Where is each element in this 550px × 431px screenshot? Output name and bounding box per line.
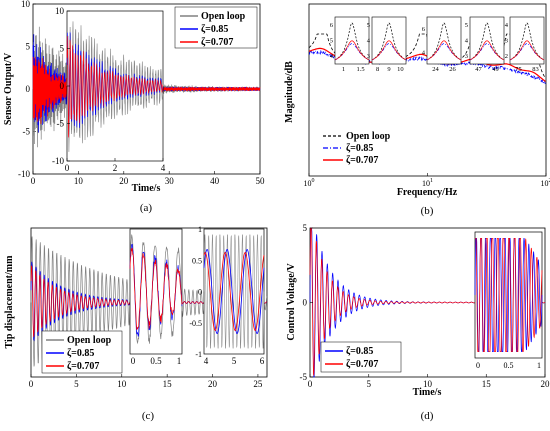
panel-b-inset-xtick-label: 9 — [387, 66, 390, 73]
panel-a-inset-ytick-label: -5 — [57, 119, 65, 129]
panel-c-inset-2-ytick-label: -0.5 — [189, 319, 202, 328]
panel-a-legend: Open loop ζ=0.85 ζ=0.707 — [175, 7, 257, 48]
legend-label-zeta-085: ζ=0.85 — [346, 346, 373, 357]
panel-d-ytick-label: -5 — [300, 372, 308, 382]
panel-c-xtick-label: 25 — [253, 379, 263, 389]
panel-c-xtick-label: 10 — [117, 379, 127, 389]
panel-b-label: (b) — [421, 205, 434, 217]
legend-label-open-loop: Open loop — [67, 335, 112, 346]
panel-c-inset-1-xtick-label: 0.5 — [150, 356, 162, 366]
panel-d-ytick-label: 5 — [303, 223, 308, 233]
panel-c-inset-1-xtick-label: 1 — [177, 356, 182, 366]
panel-a-xtick-label: 0 — [31, 176, 36, 186]
panel-c-inset-1-xtick-label: 0 — [131, 356, 136, 366]
panel-c-inset-2-xtick-label: 5 — [232, 356, 237, 366]
panel-d-ytick-label: 0 — [303, 298, 308, 308]
panel-a-inset-ytick-label: 0 — [60, 81, 65, 91]
panel-a-xtick-label: 30 — [165, 176, 175, 186]
panel-c-legend: Open loop ζ=0.85 ζ=0.707 — [42, 331, 122, 373]
panel-a-inset-ytick-label: -10 — [52, 156, 64, 166]
panel-a-ytick-label: -10 — [18, 169, 30, 179]
panel-c-xtick-label: 15 — [163, 379, 173, 389]
legend-label-zeta-0707: ζ=0.707 — [67, 361, 99, 372]
panel-c-ylabel: Tip displacement/mm — [4, 255, 15, 349]
panel-a-inset-xtick-label: 2 — [113, 163, 118, 173]
panel-d-xtick-label: 0 — [308, 379, 313, 389]
panel-b-inset-xtick-label: 75 — [515, 66, 522, 73]
panel-a-ytick-label: 10 — [21, 0, 31, 9]
panel-c-xtick-label: 0 — [29, 379, 34, 389]
panel-a-ytick-label: -5 — [23, 127, 31, 137]
panel-d-xtick-label: 5 — [367, 379, 372, 389]
panel-d-legend: ζ=0.85 ζ=0.707 — [321, 342, 401, 372]
panel-a-inset-ytick-label: 10 — [55, 6, 65, 16]
legend-label-zeta-0707: ζ=0.707 — [201, 37, 233, 48]
legend-label-open-loop: Open loop — [201, 11, 246, 22]
panel-d-label: (d) — [421, 410, 434, 422]
panel-a-xtick-label: 20 — [119, 176, 129, 186]
panel-b-inset-xtick-label: 1 — [342, 66, 345, 73]
panel-b-inset-ytick-label: 5 — [330, 38, 333, 45]
panel-d-xtick-label: 15 — [482, 379, 492, 389]
panel-a-ytick-label: 5 — [26, 42, 31, 52]
panel-b-inset-xtick-label: 24 — [432, 66, 439, 73]
panel-b-inset-xtick-label: 47 — [475, 66, 482, 73]
legend-label-open-loop: Open loop — [346, 131, 391, 142]
panel-c-label: (c) — [142, 410, 155, 422]
panel-b-inset-xtick-label: 49 — [492, 66, 499, 73]
panel-a-inset-xtick-label: 0 — [65, 163, 70, 173]
panel-b-inset-xtick-label: 83 — [532, 66, 539, 73]
panel-d-inset-xtick-label: 0.5 — [504, 361, 514, 370]
panel-a-ylabel: Sensor Output/V — [3, 52, 14, 125]
panel-a-xlabel: Time/s — [132, 183, 161, 194]
panel-b-inset-xtick-label: 26 — [449, 66, 456, 73]
panel-b-inset-ytick-label: 3 — [505, 38, 508, 45]
legend-label-zeta-0707: ζ=0.707 — [346, 155, 378, 166]
legend-label-zeta-085: ζ=0.85 — [67, 348, 94, 359]
panel-a-xtick-label: 10 — [74, 176, 84, 186]
panel-c-inset-2-xtick-label: 6 — [260, 356, 265, 366]
panel-a-label: (a) — [140, 202, 153, 214]
legend-label-zeta-085: ζ=0.85 — [346, 143, 373, 154]
panel-c-xtick-label: 20 — [208, 379, 218, 389]
panel-c-inset-2-ytick-label: 0.5 — [192, 256, 202, 265]
panel-b-inset-ytick-label: 3 — [465, 53, 468, 60]
panel-d-inset-xtick-label: 0 — [476, 361, 480, 370]
panel-d-xlabel: Time/s — [413, 387, 442, 398]
panel-a-xtick-label: 40 — [210, 176, 220, 186]
panel-c-inset-2-ytick-label: -1 — [195, 350, 202, 359]
panel-b-inset-xtick-label: 10 — [397, 66, 404, 73]
panel-c-xtick-label: 5 — [74, 379, 79, 389]
panel-c-inset-2-ytick-label: 1 — [198, 225, 202, 234]
panel-a-inset-xtick-label: 4 — [161, 163, 166, 173]
panel-d-ylabel: Control Voltage/V — [286, 263, 297, 341]
panel-a: 0 10 20 30 40 50 -10 -5 0 5 10 0 2 4 -10 -5 0 5 10 Open l… — [3, 0, 265, 214]
panel-c-inset-2-xtick-label: 4 — [204, 356, 209, 366]
legend-label-zeta-085: ζ=0.85 — [201, 24, 228, 35]
panel-a-inset-ytick-label: 5 — [60, 44, 65, 54]
panel-b-inset-xtick-label: 8 — [376, 66, 379, 73]
panel-b-xlabel: Frequency/Hz — [397, 187, 458, 198]
panel-b-xtick-label: 100 — [304, 178, 315, 188]
panel-b-ylabel: Magnitude/dB — [284, 61, 295, 123]
panel-a-ytick-label: 0 — [26, 84, 31, 94]
legend-label-zeta-0707: ζ=0.707 — [346, 359, 378, 370]
panel-c-inset-2-ytick-label: 0 — [198, 288, 202, 297]
panel-a-inset: 0 2 4 -10 -5 0 5 10 — [52, 6, 166, 173]
panel-b-inset-ytick-label: 5 — [367, 22, 370, 29]
panel-a-xtick-label: 50 — [256, 176, 266, 186]
panel-b-inset-xtick-label: 1.5 — [356, 66, 364, 73]
panel-d-xtick-label: 20 — [541, 379, 550, 389]
panel-b-inset-ytick-label: 5 — [465, 22, 468, 29]
panel-d-inset-xtick-label: 1 — [537, 361, 541, 370]
panel-b-xtick-label: 102 — [541, 178, 550, 188]
panel-b-inset-ytick-label: 3 — [367, 53, 370, 60]
panel-b-inset-ytick-label: 2 — [505, 53, 508, 60]
